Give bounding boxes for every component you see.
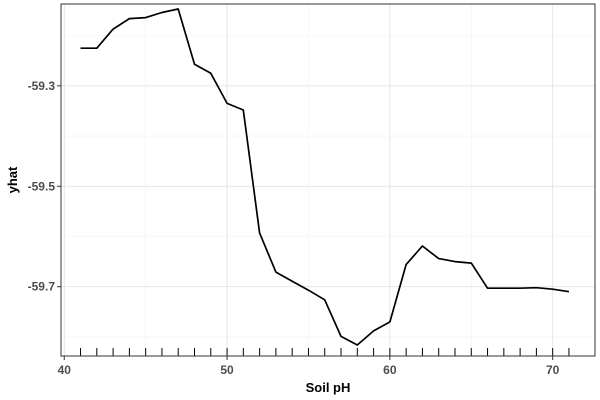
series-line — [80, 8, 570, 346]
y-axis-ticks: -59.3 -59.5 -59.7 — [28, 79, 61, 294]
y-tick-label: -59.7 — [28, 280, 56, 294]
y-axis-title: yhat — [5, 166, 20, 193]
x-tick-label: 40 — [58, 363, 72, 377]
gridlines — [61, 4, 595, 356]
x-tick-label: 70 — [546, 363, 560, 377]
plot-panel — [61, 4, 595, 356]
plot-border — [60, 3, 596, 357]
x-tick-label: 50 — [220, 363, 234, 377]
x-tick-label: 60 — [383, 363, 397, 377]
y-tick-label: -59.3 — [28, 79, 56, 93]
x-axis-title: Soil pH — [306, 380, 351, 395]
rug-marks — [80, 348, 570, 356]
y-tick-label: -59.5 — [28, 179, 56, 193]
x-axis-ticks: 40 50 60 70 — [58, 356, 560, 377]
